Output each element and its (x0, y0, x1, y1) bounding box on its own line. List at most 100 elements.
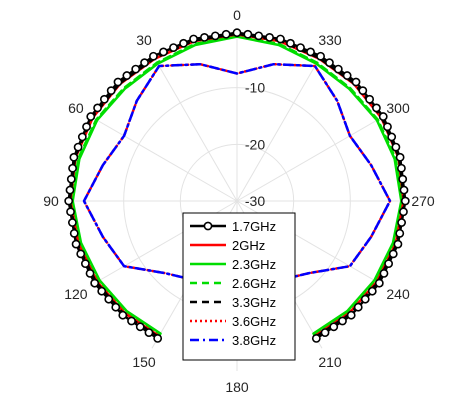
series-marker (393, 239, 403, 249)
series-marker (104, 294, 114, 304)
series-marker (374, 278, 384, 288)
series-marker (69, 228, 79, 238)
theta-tick-label: 150 (132, 354, 156, 370)
theta-tick-label: 120 (64, 286, 88, 302)
grid-spoke (236, 53, 323, 202)
legend-label: 2.3GHz (232, 257, 276, 272)
series-marker (378, 112, 388, 121)
series-marker (135, 322, 145, 332)
legend-label: 3.8GHz (232, 333, 276, 348)
series-marker (200, 33, 209, 42)
series-marker (210, 31, 220, 41)
series-marker (296, 43, 305, 53)
legend-marker (203, 221, 213, 231)
series-marker (388, 249, 398, 259)
series-marker (71, 239, 81, 249)
series-marker (316, 51, 325, 61)
series-marker (265, 33, 274, 42)
series-marker (379, 269, 389, 278)
theta-tick-label: 210 (318, 354, 342, 370)
series-marker (179, 38, 188, 48)
theta-tick-label: 330 (318, 32, 342, 48)
legend-label: 1.7GHz (232, 219, 276, 234)
series-marker (276, 34, 285, 44)
series-marker (383, 122, 392, 132)
theta-tick-label: 60 (68, 100, 84, 116)
series-marker (66, 207, 75, 217)
theta-tick-label: 270 (411, 193, 435, 209)
r-tick-label: -10 (245, 80, 265, 96)
series-marker (90, 278, 100, 288)
theta-tick-label: 90 (43, 193, 59, 209)
series-marker (367, 286, 377, 296)
series-lines (64, 28, 410, 343)
series-marker (97, 286, 107, 296)
series-marker (346, 310, 356, 320)
series-marker (338, 316, 347, 326)
theta-tick-label: 240 (386, 286, 410, 302)
series-marker (342, 71, 352, 80)
series-marker (397, 218, 407, 227)
series-marker (93, 103, 102, 113)
series-marker (395, 228, 405, 238)
legend-label: 2.6GHz (232, 276, 276, 291)
r-tick-label: -30 (245, 193, 265, 209)
grid-spoke (151, 53, 238, 202)
grid-spoke (236, 115, 385, 202)
series-marker (311, 334, 321, 343)
series-marker (351, 77, 361, 87)
series-marker (85, 269, 95, 278)
series-marker (333, 64, 343, 74)
series-marker (106, 86, 116, 96)
series-marker (131, 64, 141, 74)
series-marker (73, 142, 83, 152)
legend: 1.7GHz 2GHz 2.3GHz 2.6GHz 3.3GHz 3.6GHz 3.8GHz (182, 212, 296, 361)
series-marker (353, 302, 363, 312)
radial-tick-labels: -10 -20 -30 (245, 80, 265, 209)
series-marker (399, 207, 408, 217)
series-marker (64, 196, 74, 206)
series-line (82, 62, 392, 281)
series-marker (391, 142, 401, 152)
series-marker (395, 152, 405, 162)
legend-label: 3.6GHz (232, 314, 276, 329)
series-marker (325, 58, 334, 68)
series-marker (144, 328, 154, 338)
theta-tick-label: 0 (233, 7, 241, 23)
theta-tick-label: 300 (386, 100, 410, 116)
series-marker (111, 302, 121, 312)
series-marker (67, 218, 77, 227)
series-marker (320, 328, 330, 338)
series-marker (159, 47, 168, 57)
series-marker (399, 185, 409, 195)
legend-label: 3.3GHz (232, 295, 276, 310)
series-marker (80, 259, 90, 269)
series-marker (68, 163, 77, 173)
series-marker (86, 112, 96, 121)
series-marker (99, 94, 109, 104)
series-marker (365, 94, 375, 104)
series-marker (306, 47, 315, 57)
series-marker (329, 322, 339, 332)
series-marker (77, 132, 87, 142)
series-marker (360, 294, 370, 304)
series-marker (66, 174, 76, 184)
series-marker (254, 31, 264, 41)
series-marker (127, 316, 136, 326)
series-marker (65, 185, 75, 195)
series-marker (358, 86, 368, 96)
series-marker (387, 132, 397, 142)
r-tick-label: -20 (245, 136, 265, 152)
legend-box (182, 212, 296, 361)
series-marker (69, 152, 79, 162)
series-marker (122, 71, 132, 80)
series-marker (398, 174, 408, 184)
series-marker (286, 38, 295, 48)
series-marker (232, 28, 242, 38)
series-marker (372, 103, 381, 113)
series-marker (82, 122, 91, 132)
theta-tick-label: 30 (136, 32, 152, 48)
series-marker (221, 29, 231, 39)
series-marker (149, 51, 158, 61)
